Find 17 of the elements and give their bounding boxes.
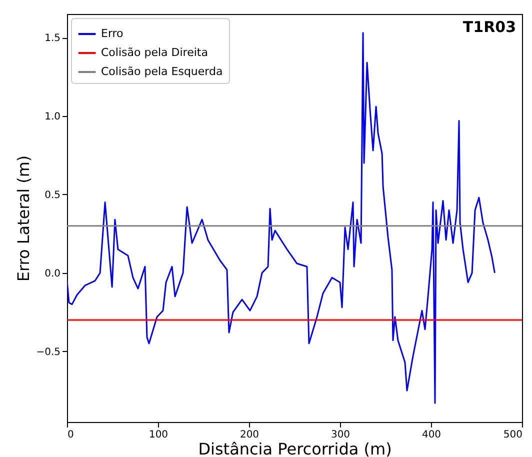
legend-label: Colisão pela Direita [101, 46, 208, 59]
y-axis-title: Erro Lateral (m) [14, 155, 34, 282]
y-tick-label: −0.5 [36, 346, 60, 358]
x-tick-label: 100 [148, 430, 168, 440]
x-tick-label: 500 [503, 430, 522, 440]
x-tick-label: 0 [68, 430, 74, 440]
y-tick-label: 0.5 [44, 190, 60, 201]
x-tick-label: 400 [422, 430, 442, 440]
x-tick-label: 300 [330, 430, 350, 440]
y-tick-label: 0.0 [44, 268, 60, 280]
x-tick-label: 200 [240, 430, 260, 440]
x-axis-title: Distância Percorrida (m) [198, 440, 392, 457]
annotation: T1R03 [462, 18, 516, 36]
legend-label: Colisão pela Esquerda [101, 65, 223, 78]
y-tick-label: 1.5 [44, 33, 60, 44]
y-tick-label: 1.0 [44, 112, 60, 122]
legend-label: Erro [101, 27, 124, 40]
